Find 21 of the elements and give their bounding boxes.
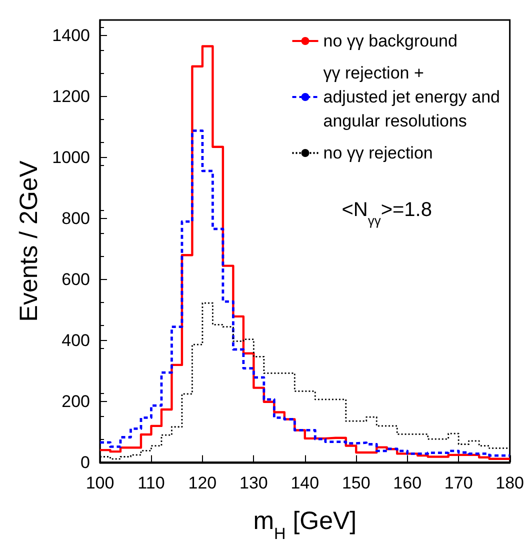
legend-label: no γγ rejection (323, 144, 433, 162)
x-tick-label: 180 (496, 473, 524, 492)
x-tick-label: 110 (138, 473, 165, 492)
legend-label: no γγ background (323, 32, 458, 50)
x-tick-label: 100 (86, 473, 114, 492)
x-tick-label: 140 (290, 473, 320, 492)
y-tick-label: 1400 (52, 26, 90, 45)
y-tick-label: 400 (62, 330, 90, 350)
x-tick-label: 120 (188, 473, 217, 492)
x-tick-label: 170 (444, 473, 473, 492)
y-tick-label: 200 (62, 392, 90, 411)
x-tick-label: 130 (239, 473, 268, 492)
y-tick-label: 1200 (52, 86, 90, 106)
y-tick-label: 1000 (52, 148, 90, 167)
x-tick-label: 160 (393, 473, 422, 492)
y-tick-label: 800 (62, 208, 90, 228)
x-tick-label: 150 (342, 473, 370, 492)
y-tick-label: 0 (80, 452, 90, 472)
y-tick-label: 600 (62, 270, 90, 289)
y-axis-title: Events / 2GeV (14, 160, 43, 322)
legend-label: γγ rejection + adjusted jet energy and angular resolutions (323, 64, 500, 130)
